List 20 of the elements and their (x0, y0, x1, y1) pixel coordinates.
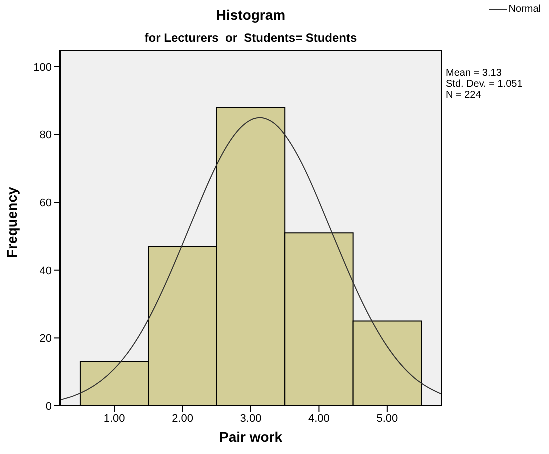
x-tick-label: 3.00 (240, 412, 262, 425)
legend-label: Normal (508, 4, 541, 15)
y-axis-title: Frequency (4, 186, 20, 258)
x-tick-label: 1.00 (104, 412, 126, 425)
chart-title: Histogram (215, 7, 287, 23)
chart-subtitle: for Lecturers_or_Students= Students (144, 31, 358, 45)
text: Mean = 3.13 (446, 68, 503, 79)
y-tick-label: 60 (40, 197, 52, 210)
x-tick-label: 4.00 (308, 412, 330, 425)
y-tick-label: 0 (46, 400, 52, 413)
x-tick-label: 5.00 (376, 412, 398, 425)
y-tick-label: 40 (40, 265, 52, 278)
text: N = 224 (446, 90, 482, 101)
y-tick-label: 80 (40, 130, 52, 142)
x-tick-label: 2.00 (172, 412, 194, 425)
x-axis-title: Pair work (219, 429, 283, 445)
line-series (60, 118, 442, 401)
y-tick-label: 100 (34, 62, 52, 74)
text: Std. Dev. = 1.051 (446, 79, 523, 90)
y-tick-label: 20 (40, 333, 52, 346)
